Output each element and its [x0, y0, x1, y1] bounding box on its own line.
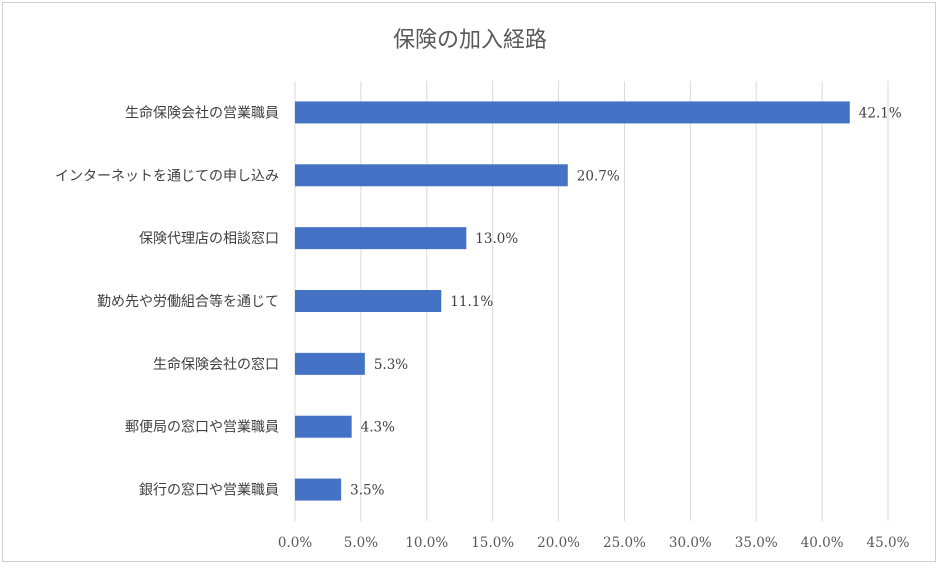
- data-label: 42.1%: [859, 105, 902, 121]
- x-tick-label: 10.0%: [405, 535, 448, 551]
- category-label: 生命保険会社の営業職員: [125, 104, 279, 121]
- bars: [295, 101, 850, 501]
- chart-title: 保険の加入経路: [393, 28, 547, 53]
- category-label: 勤め先や労働組合等を通じて: [97, 293, 279, 310]
- gridlines: [294, 81, 889, 521]
- bar: [295, 352, 365, 375]
- category-labels: 生命保険会社の営業職員インターネットを通じての申し込み保険代理店の相談窓口勤め先…: [55, 104, 279, 498]
- category-label: 銀行の窓口や営業職員: [139, 482, 279, 499]
- bar: [295, 478, 342, 501]
- x-tick-label: 30.0%: [669, 535, 712, 551]
- category-label: 保険代理店の相談窓口: [139, 230, 279, 247]
- x-tick-label: 15.0%: [471, 535, 514, 551]
- category-label: 生命保険会社の窓口: [153, 356, 279, 373]
- bar: [295, 415, 352, 438]
- category-label: インターネットを通じての申し込み: [55, 168, 279, 184]
- x-tick-label: 25.0%: [603, 535, 646, 551]
- data-labels: 42.1% 20.7% 13.0% 11.1% 5.3% 4.3% 3.5%: [350, 105, 902, 498]
- data-label: 11.1%: [450, 294, 493, 310]
- bar: [295, 227, 467, 250]
- data-label: 5.3%: [374, 357, 408, 373]
- data-label: 13.0%: [475, 231, 518, 247]
- bar: [295, 290, 442, 312]
- x-axis-tick-labels: 0.0% 5.0% 10.0% 15.0% 20.0% 25.0% 30.0% 35.0% 40…: [278, 535, 910, 551]
- bar-chart: 保険の加入経路 生命保険会社の営業職員インターネットを通じての申し込み保険代理店…: [55, 28, 910, 551]
- data-label: 20.7%: [577, 168, 620, 184]
- bar: [295, 101, 850, 124]
- x-tick-label: 45.0%: [867, 535, 910, 551]
- data-label: 3.5%: [350, 483, 384, 499]
- x-tick-label: 20.0%: [537, 535, 580, 551]
- data-label: 4.3%: [361, 420, 395, 436]
- x-tick-label: 40.0%: [801, 535, 844, 551]
- x-tick-label: 35.0%: [735, 535, 778, 551]
- x-tick-label: 0.0%: [278, 535, 312, 551]
- category-label: 郵便局の窓口や営業職員: [125, 419, 279, 436]
- bar: [295, 164, 568, 187]
- x-tick-label: 5.0%: [344, 535, 378, 551]
